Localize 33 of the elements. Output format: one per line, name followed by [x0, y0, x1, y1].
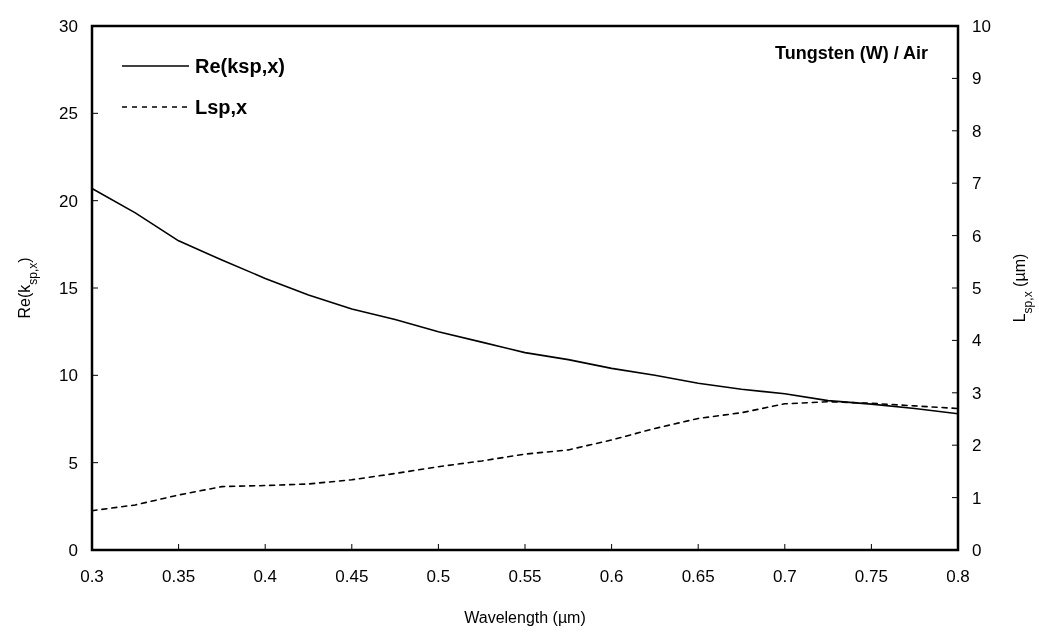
y2-tick-label: 4 — [972, 331, 982, 351]
x-tick-label: 0.7 — [772, 567, 797, 586]
y-tick-label: 10 — [59, 366, 78, 386]
x-tick-label: 0.35 — [162, 567, 196, 586]
y2-tick-label: 2 — [972, 436, 982, 456]
y-tick-label: 0 — [68, 541, 78, 560]
x-tick-label: 0.3 — [80, 567, 104, 586]
legend-label: Lsp,x — [195, 96, 248, 118]
x-tick-label: 0.8 — [946, 567, 970, 586]
x-tick-label: 0.4 — [253, 567, 278, 586]
x-tick-label: 0.45 — [335, 567, 369, 586]
y2-tick-label: 6 — [972, 226, 982, 246]
x-tick-label: 0.5 — [426, 567, 451, 586]
y2-tick-label: 1 — [972, 488, 982, 508]
y2-tick-label: 0 — [972, 541, 982, 560]
y2-tick-label: 10 — [972, 17, 991, 36]
x-tick-label: 0.6 — [599, 567, 624, 586]
y2-tick-label: 3 — [972, 383, 982, 403]
y2-tick-label: 8 — [972, 121, 982, 141]
annotation: Tungsten (W) / Air — [775, 43, 928, 63]
x-tick-label: 0.75 — [854, 567, 888, 586]
y2-tick-label: 7 — [972, 174, 982, 194]
y-tick-label: 15 — [59, 279, 78, 298]
x-tick-label: 0.65 — [681, 567, 715, 586]
y-tick-label: 25 — [59, 104, 78, 124]
y2-tick-label: 9 — [972, 69, 982, 89]
y-tick-label: 20 — [59, 191, 78, 211]
legend-label: Re(ksp,x) — [195, 55, 286, 77]
x-tick-label: 0.55 — [508, 567, 542, 586]
y2-tick-label: 5 — [972, 279, 982, 298]
y-tick-label: 30 — [59, 17, 78, 36]
y-tick-label: 5 — [68, 453, 78, 473]
x-axis-title: Wavelength (µm) — [464, 609, 586, 626]
